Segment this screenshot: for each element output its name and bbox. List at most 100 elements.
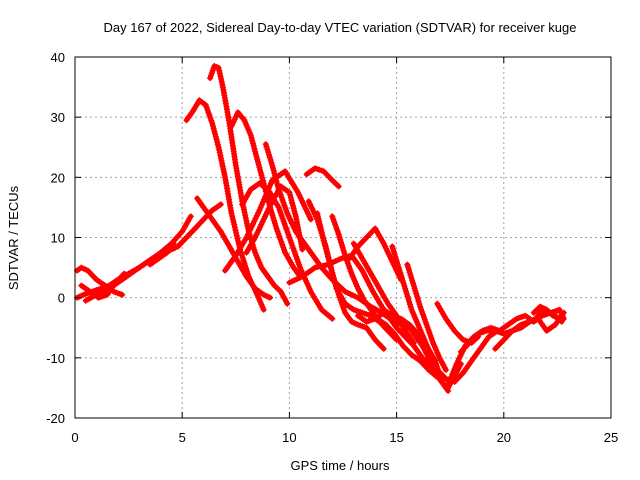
data-point bbox=[238, 251, 245, 258]
axes: 0 5 10 15 20 25 -20 -10 0 10 20 30 40 bbox=[46, 50, 618, 445]
data-point bbox=[256, 164, 263, 171]
data-point bbox=[234, 235, 241, 242]
data-point bbox=[187, 213, 194, 220]
data-point bbox=[307, 216, 314, 223]
data-point bbox=[300, 200, 307, 207]
data-point bbox=[402, 285, 409, 292]
data-point bbox=[230, 218, 237, 225]
data-point bbox=[262, 193, 269, 200]
data-point bbox=[278, 194, 285, 201]
data-point bbox=[305, 211, 312, 217]
data-point bbox=[284, 229, 291, 235]
data-point bbox=[280, 244, 287, 251]
data-point bbox=[287, 194, 294, 201]
series-arc-s bbox=[346, 225, 404, 283]
y-tick-label: 30 bbox=[51, 110, 65, 125]
data-point bbox=[228, 210, 235, 217]
x-tick-label: 0 bbox=[71, 430, 78, 445]
data-point bbox=[335, 183, 342, 190]
data-point bbox=[290, 205, 297, 212]
data-point bbox=[248, 223, 255, 230]
data-point bbox=[265, 185, 272, 192]
data-point bbox=[410, 282, 417, 289]
data-point bbox=[397, 269, 404, 276]
x-tick-label: 25 bbox=[604, 430, 618, 445]
data-point bbox=[405, 266, 412, 273]
data-point bbox=[252, 150, 259, 157]
data-point bbox=[276, 189, 283, 195]
data-point bbox=[298, 197, 305, 204]
data-point bbox=[251, 145, 258, 152]
series-arc-d bbox=[82, 213, 194, 304]
series-arc-v bbox=[355, 309, 439, 373]
data-point bbox=[266, 182, 273, 189]
data-point bbox=[288, 240, 295, 246]
data-point bbox=[273, 178, 280, 185]
data-point bbox=[256, 207, 263, 214]
series-arc-l bbox=[194, 195, 274, 301]
data-point bbox=[299, 246, 306, 253]
series-arc-a bbox=[74, 201, 224, 301]
data-point bbox=[170, 240, 177, 247]
x-tick-label: 15 bbox=[389, 430, 403, 445]
data-point bbox=[364, 278, 371, 285]
data-point bbox=[239, 254, 246, 261]
data-point bbox=[213, 136, 220, 143]
data-point bbox=[446, 379, 453, 386]
data-point bbox=[257, 204, 264, 211]
x-tick-label: 5 bbox=[179, 430, 186, 445]
data-point bbox=[282, 205, 289, 212]
data-point bbox=[260, 306, 267, 313]
data-point bbox=[215, 64, 222, 71]
data-point bbox=[272, 222, 279, 229]
data-point bbox=[214, 141, 221, 148]
data-point bbox=[257, 167, 264, 173]
data-point bbox=[285, 231, 292, 238]
data-point bbox=[290, 245, 297, 252]
data-point bbox=[247, 132, 254, 139]
data-point bbox=[253, 153, 260, 160]
data-point bbox=[391, 251, 398, 258]
data-point bbox=[331, 277, 338, 284]
data-point bbox=[291, 248, 298, 255]
data-point bbox=[306, 213, 313, 220]
data-point bbox=[255, 210, 262, 217]
data-point bbox=[327, 264, 334, 271]
data-point bbox=[247, 226, 254, 233]
data-point bbox=[442, 366, 449, 373]
data-point bbox=[292, 250, 299, 257]
data-point bbox=[211, 128, 218, 135]
data-point bbox=[203, 104, 210, 111]
data-point bbox=[267, 157, 274, 163]
data-point bbox=[560, 309, 567, 316]
data-point bbox=[324, 250, 331, 257]
data-point bbox=[408, 274, 415, 281]
data-point bbox=[332, 280, 339, 287]
data-point bbox=[288, 197, 295, 204]
data-point bbox=[394, 259, 401, 266]
data-point bbox=[280, 218, 287, 225]
data-point bbox=[275, 204, 282, 211]
data-point bbox=[290, 202, 296, 209]
data-point bbox=[296, 261, 303, 268]
data-point bbox=[280, 199, 287, 206]
data-point bbox=[262, 141, 269, 148]
data-point bbox=[415, 298, 422, 305]
data-point bbox=[277, 191, 284, 198]
grid-lines bbox=[75, 57, 611, 418]
series-arc-u bbox=[389, 243, 441, 373]
y-tick-label: -20 bbox=[46, 411, 65, 426]
data-point bbox=[258, 172, 265, 179]
data-point bbox=[389, 243, 396, 250]
x-tick-label: 20 bbox=[497, 430, 511, 445]
y-axis-label: SDTVAR / TECUs bbox=[6, 185, 21, 290]
series-arc-y bbox=[434, 327, 501, 385]
data-point bbox=[336, 234, 343, 241]
data-point bbox=[380, 345, 387, 352]
data-point bbox=[279, 215, 286, 222]
plot-area bbox=[74, 63, 567, 394]
data-point bbox=[323, 248, 330, 255]
data-point bbox=[291, 208, 298, 215]
data-point bbox=[212, 130, 219, 137]
data-point bbox=[279, 241, 286, 248]
